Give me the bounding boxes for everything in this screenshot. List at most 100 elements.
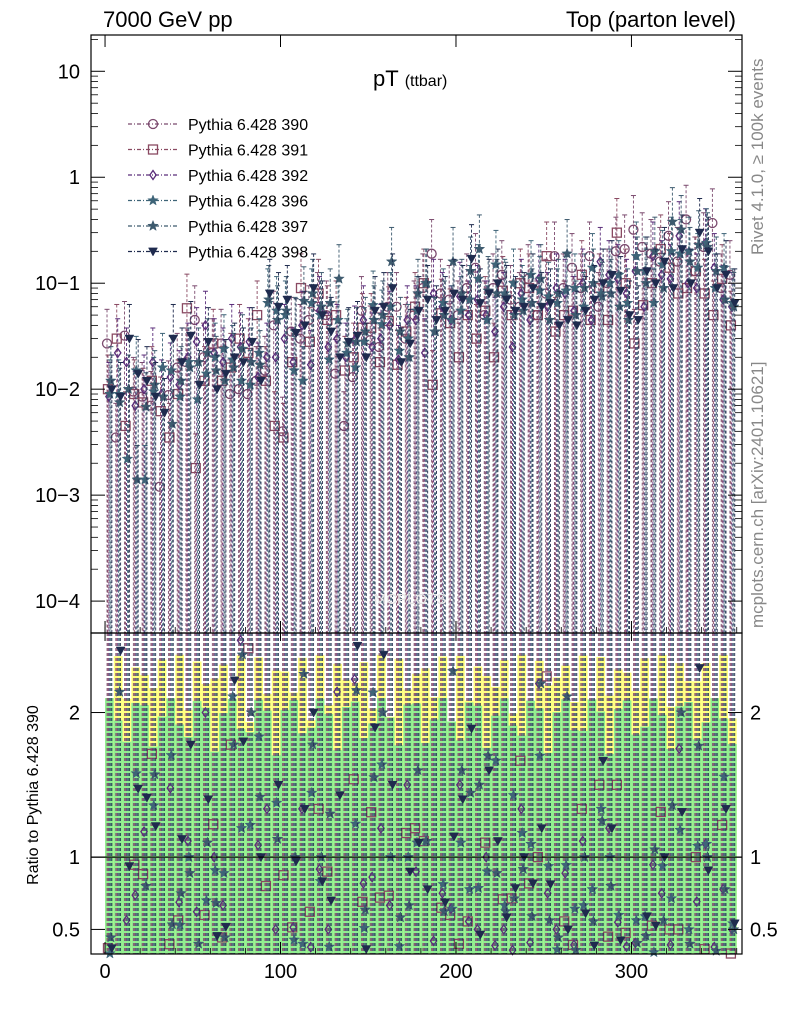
ratio-point xyxy=(542,859,555,872)
ratio-band-green xyxy=(219,713,228,954)
ratio-point xyxy=(710,944,723,957)
ratio-point xyxy=(326,896,337,906)
ratio-point xyxy=(437,877,450,890)
data-point xyxy=(694,228,705,238)
data-point xyxy=(508,341,517,353)
ratio-band-green xyxy=(377,698,386,954)
legend-label: Pythia 6.428 392 xyxy=(188,168,308,185)
legend-label: Pythia 6.428 390 xyxy=(188,117,308,134)
ratio-point xyxy=(552,923,561,936)
data-point xyxy=(596,255,605,268)
watermark: MCPLOTS xyxy=(374,591,447,608)
data-point xyxy=(220,369,231,379)
ratio-point xyxy=(657,914,670,926)
ratio-point xyxy=(288,933,301,945)
data-point xyxy=(447,255,459,267)
ratio-band-green xyxy=(613,709,623,954)
ratio-point xyxy=(552,931,565,943)
ratio-point xyxy=(675,743,684,755)
ratio-point xyxy=(657,887,666,899)
data-point xyxy=(622,313,635,325)
data-point xyxy=(191,393,204,405)
ratio-point xyxy=(648,843,661,855)
data-point xyxy=(507,276,520,289)
data-point xyxy=(150,392,161,402)
ratio-ylabel: Ratio to Pythia 6.428 390 xyxy=(25,705,42,885)
header-right: Top (parton level) xyxy=(566,7,736,32)
ratio-point xyxy=(219,931,231,943)
ratio-point xyxy=(383,890,394,901)
data-point xyxy=(472,272,485,284)
ratio-point xyxy=(243,643,254,654)
ratio-point xyxy=(481,865,494,877)
x-tick-label: 0 xyxy=(99,961,110,983)
data-point xyxy=(340,346,353,358)
data-point xyxy=(164,432,175,443)
ratio-point xyxy=(541,671,552,682)
ratio-point xyxy=(727,923,740,935)
ratio-point xyxy=(366,807,377,818)
ratio-point xyxy=(517,803,526,815)
ratio-band-green xyxy=(570,729,579,954)
data-point xyxy=(306,359,315,371)
ratio-point xyxy=(368,771,380,783)
ratio-point xyxy=(273,780,284,790)
data-point xyxy=(566,262,578,273)
ratio-point xyxy=(378,650,389,660)
ratio-point xyxy=(620,927,631,939)
data-point xyxy=(633,316,644,325)
ratio-point xyxy=(350,673,359,685)
data-point xyxy=(227,332,236,345)
data-point xyxy=(510,306,521,316)
data-point xyxy=(534,272,547,284)
ratio-point xyxy=(305,786,318,798)
data-point xyxy=(124,334,135,344)
ratio-point xyxy=(498,899,511,911)
data-point xyxy=(370,306,380,316)
ratio-point xyxy=(352,641,363,651)
data-point xyxy=(368,341,377,353)
ratio-point xyxy=(665,892,678,904)
data-point xyxy=(659,257,670,267)
ratio-band-green xyxy=(166,698,176,954)
data-point xyxy=(650,279,661,289)
data-point xyxy=(543,313,556,325)
data-point xyxy=(247,337,258,347)
data-point xyxy=(446,313,458,325)
ratio-point xyxy=(376,706,389,718)
data-point xyxy=(403,351,416,363)
ratio-point xyxy=(454,836,467,848)
data-point xyxy=(245,355,258,368)
data-point xyxy=(227,361,240,373)
data-point xyxy=(361,353,372,363)
data-point xyxy=(332,313,344,325)
data-point xyxy=(133,369,144,379)
data-point xyxy=(429,325,442,337)
ratio-band-green xyxy=(192,701,202,954)
ratio-point xyxy=(605,879,617,892)
data-point xyxy=(412,314,420,326)
x-tick-label: 200 xyxy=(439,961,472,983)
data-point xyxy=(243,347,254,359)
data-point xyxy=(642,267,652,277)
ratio-point xyxy=(238,737,249,747)
ratio-band-green xyxy=(394,745,404,954)
ratio-band-green xyxy=(341,706,351,954)
data-point xyxy=(571,321,582,331)
ratio-band-green xyxy=(578,730,588,954)
data-point xyxy=(554,321,565,331)
data-point xyxy=(201,346,214,358)
ratio-point xyxy=(208,819,219,830)
data-point xyxy=(142,376,152,386)
data-point xyxy=(181,303,193,314)
data-point xyxy=(209,351,222,363)
ratio-point xyxy=(721,805,731,814)
data-point xyxy=(122,382,135,395)
ratio-point xyxy=(700,837,713,849)
data-point xyxy=(129,388,140,400)
data-point xyxy=(175,374,187,386)
ratio-point xyxy=(561,690,573,702)
ratio-band-green xyxy=(499,698,509,954)
data-point xyxy=(295,282,307,294)
ratio-point xyxy=(491,866,503,879)
